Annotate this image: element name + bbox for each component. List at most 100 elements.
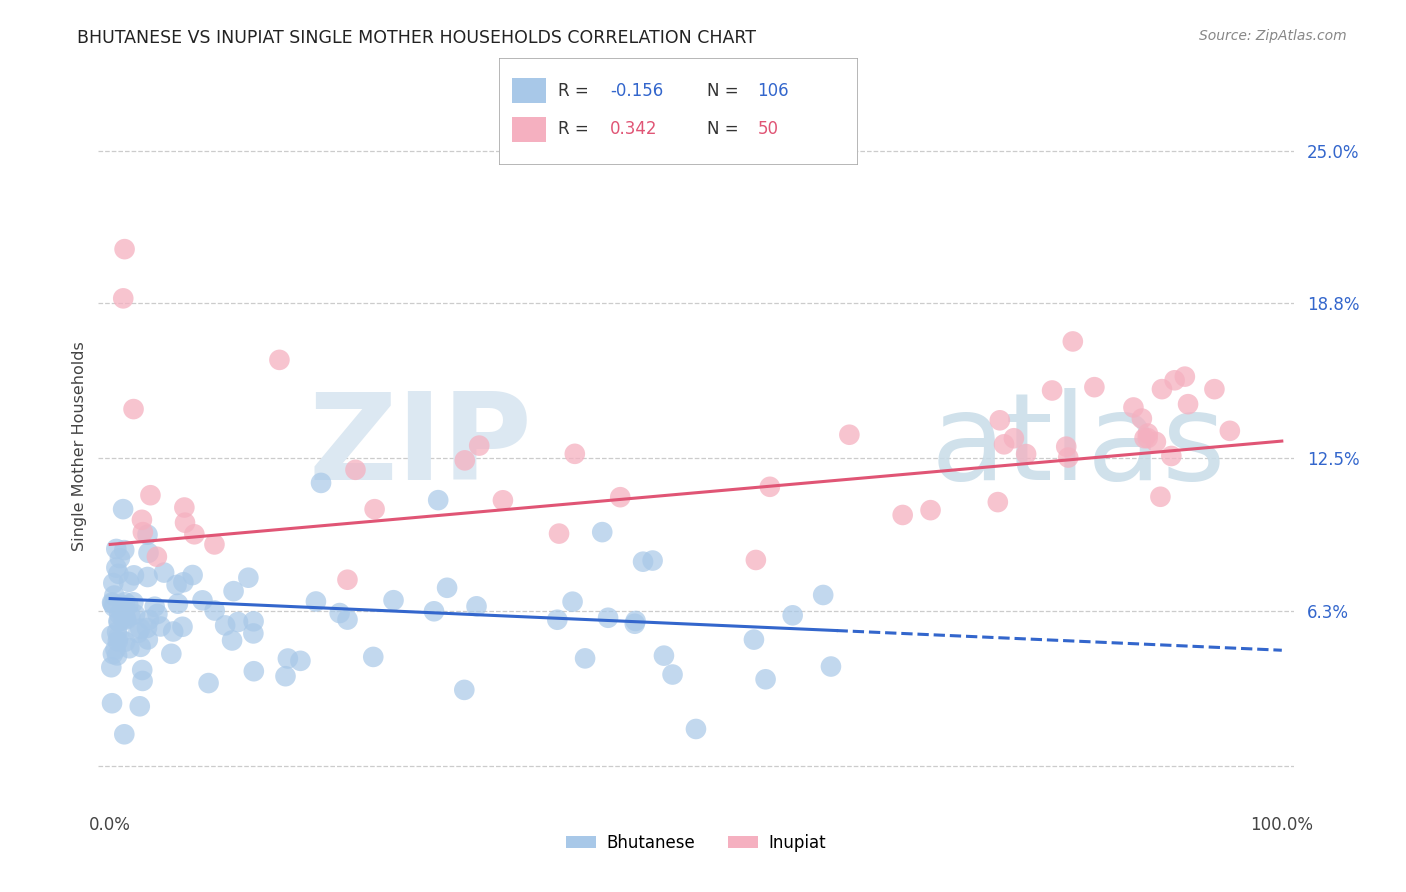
Point xyxy=(136,570,159,584)
Point xyxy=(114,242,136,256)
Point xyxy=(107,615,129,629)
Point xyxy=(100,629,122,643)
Point xyxy=(1160,449,1182,463)
Point xyxy=(891,508,914,522)
Point xyxy=(243,665,266,679)
Point xyxy=(363,502,385,516)
Point xyxy=(128,699,150,714)
Point xyxy=(108,615,131,629)
Text: N =: N = xyxy=(707,82,744,100)
Point xyxy=(329,606,352,620)
Bar xyxy=(512,117,546,143)
Point xyxy=(136,632,159,647)
Point xyxy=(136,527,159,541)
Point xyxy=(988,413,1011,427)
Point xyxy=(174,516,197,530)
Point xyxy=(1083,380,1105,394)
Point xyxy=(336,573,359,587)
Point xyxy=(124,607,146,622)
Point xyxy=(1136,431,1159,445)
Text: 0.342: 0.342 xyxy=(610,120,658,138)
Point xyxy=(221,633,243,648)
Point xyxy=(238,571,260,585)
Point xyxy=(993,437,1015,451)
Text: R =: R = xyxy=(558,120,595,138)
Text: ZIP: ZIP xyxy=(308,387,531,505)
Point xyxy=(382,593,405,607)
Point xyxy=(242,615,264,629)
Point xyxy=(623,616,645,631)
Point xyxy=(132,525,155,540)
Point xyxy=(105,624,128,639)
Point xyxy=(609,490,631,504)
Point xyxy=(149,619,172,633)
Point xyxy=(1040,384,1063,398)
Point xyxy=(1015,447,1038,461)
Text: N =: N = xyxy=(707,120,744,138)
Point xyxy=(146,607,169,621)
Text: Source: ZipAtlas.com: Source: ZipAtlas.com xyxy=(1199,29,1347,43)
Point xyxy=(596,611,619,625)
Point xyxy=(122,568,145,582)
Point xyxy=(361,649,384,664)
Point xyxy=(129,640,152,654)
Point xyxy=(129,622,152,636)
Point xyxy=(685,722,707,736)
Point xyxy=(454,453,477,467)
Point xyxy=(122,402,145,417)
Text: BHUTANESE VS INUPIAT SINGLE MOTHER HOUSEHOLDS CORRELATION CHART: BHUTANESE VS INUPIAT SINGLE MOTHER HOUSE… xyxy=(77,29,756,46)
Point xyxy=(167,597,190,611)
Point xyxy=(136,621,159,635)
Point xyxy=(108,551,131,566)
Point xyxy=(782,608,804,623)
Point xyxy=(1174,369,1197,384)
Point xyxy=(101,647,124,661)
Point xyxy=(112,543,135,558)
Point xyxy=(153,566,176,580)
Point xyxy=(226,615,249,629)
Point xyxy=(105,560,128,574)
Point xyxy=(107,634,129,648)
Point xyxy=(1204,382,1226,396)
Point xyxy=(591,525,613,540)
Point xyxy=(624,614,647,628)
Point xyxy=(548,526,571,541)
Text: 106: 106 xyxy=(758,82,789,100)
Point xyxy=(546,613,568,627)
Point xyxy=(436,581,458,595)
Point xyxy=(107,630,129,644)
Point xyxy=(214,618,236,632)
Point xyxy=(242,626,264,640)
Point xyxy=(838,427,860,442)
Point xyxy=(181,568,204,582)
Point xyxy=(101,696,124,710)
Point xyxy=(197,676,219,690)
Point xyxy=(127,625,149,640)
Point xyxy=(492,493,515,508)
Point xyxy=(131,663,153,677)
Point xyxy=(277,651,299,665)
Point xyxy=(661,667,683,681)
Point xyxy=(309,475,332,490)
Point xyxy=(1163,373,1185,387)
Point xyxy=(222,584,245,599)
Point xyxy=(344,463,367,477)
Point xyxy=(742,632,765,647)
Point xyxy=(465,599,488,614)
Point xyxy=(423,604,446,618)
Point xyxy=(101,597,124,611)
Point xyxy=(759,480,782,494)
Point xyxy=(1144,434,1167,449)
Point xyxy=(118,574,141,589)
Point xyxy=(1150,382,1173,396)
Point xyxy=(108,607,131,622)
Point xyxy=(290,654,312,668)
Point xyxy=(114,595,136,609)
Point xyxy=(631,555,654,569)
Point xyxy=(103,599,125,614)
Point xyxy=(120,608,142,623)
Point xyxy=(1177,397,1199,411)
Point xyxy=(101,595,124,609)
Point xyxy=(1002,431,1025,445)
Point xyxy=(103,576,125,591)
